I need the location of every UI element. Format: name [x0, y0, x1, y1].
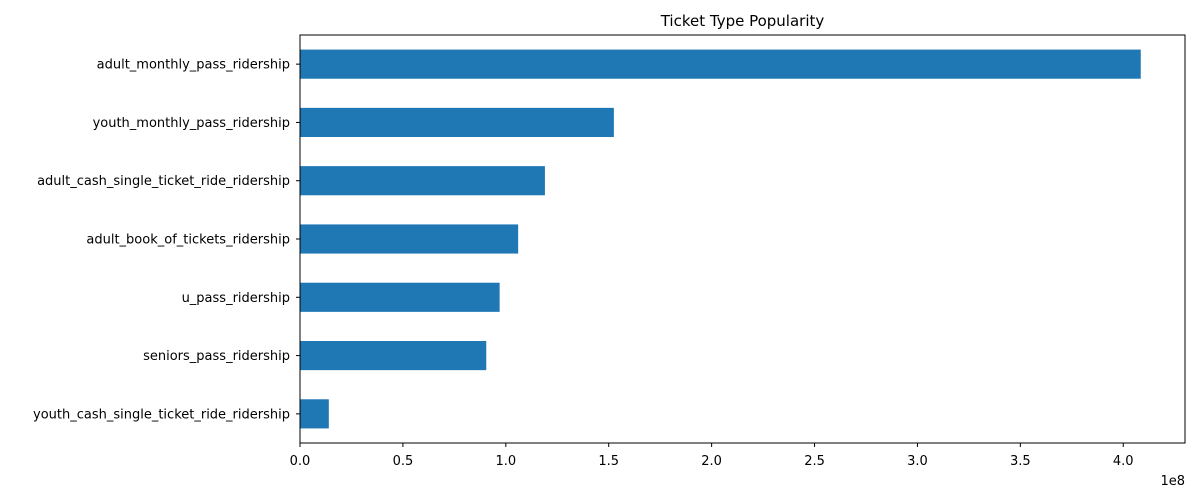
x-tick-label: 1.0 — [495, 454, 516, 469]
axes-frame — [299, 34, 1186, 444]
x-tick-label: 4.0 — [1113, 454, 1134, 469]
y-tick-label: adult_book_of_tickets_ridership — [86, 233, 290, 248]
x-tick-label: 3.0 — [907, 454, 928, 469]
x-tick-label: 2.5 — [804, 454, 825, 469]
y-tick-label: adult_cash_single_ticket_ride_ridership — [37, 174, 290, 189]
x-tick-label: 0.0 — [290, 454, 311, 469]
bar-adult_book_of_tickets_ridership — [300, 224, 519, 254]
x-tick-label: 1.5 — [598, 454, 619, 469]
y-axis-ticks: adult_monthly_pass_ridership youth_monthl… — [33, 58, 300, 422]
x-tick-label: 3.5 — [1010, 454, 1031, 469]
y-tick-label: youth_monthly_pass_ridership — [93, 116, 290, 131]
y-tick-label: seniors_pass_ridership — [143, 349, 290, 364]
y-tick-label: u_pass_ridership — [182, 291, 290, 306]
x-tick-label: 0.5 — [393, 454, 414, 469]
bar-seniors_pass_ridership — [300, 341, 487, 371]
bar-adult_cash_single_ticket_ride_ridership — [300, 166, 545, 196]
bar-adult_monthly_pass_ridership — [300, 49, 1141, 79]
chart-title: Ticket Type Popularity — [660, 12, 825, 30]
x-axis-ticks: 0.0 0.5 1.0 1.5 2.0 2.5 3.0 3.5 4.0 — [290, 443, 1134, 469]
bars-group — [300, 49, 1141, 429]
bar-u_pass_ridership — [300, 282, 500, 312]
y-tick-label: youth_cash_single_ticket_ride_ridership — [33, 407, 290, 422]
bar-youth_monthly_pass_ridership — [300, 107, 614, 137]
x-tick-label: 2.0 — [701, 454, 722, 469]
x-axis-offset-label: 1e8 — [1160, 474, 1185, 489]
y-tick-label: adult_monthly_pass_ridership — [97, 58, 290, 73]
bar-youth_cash_single_ticket_ride_ridership — [300, 399, 329, 429]
